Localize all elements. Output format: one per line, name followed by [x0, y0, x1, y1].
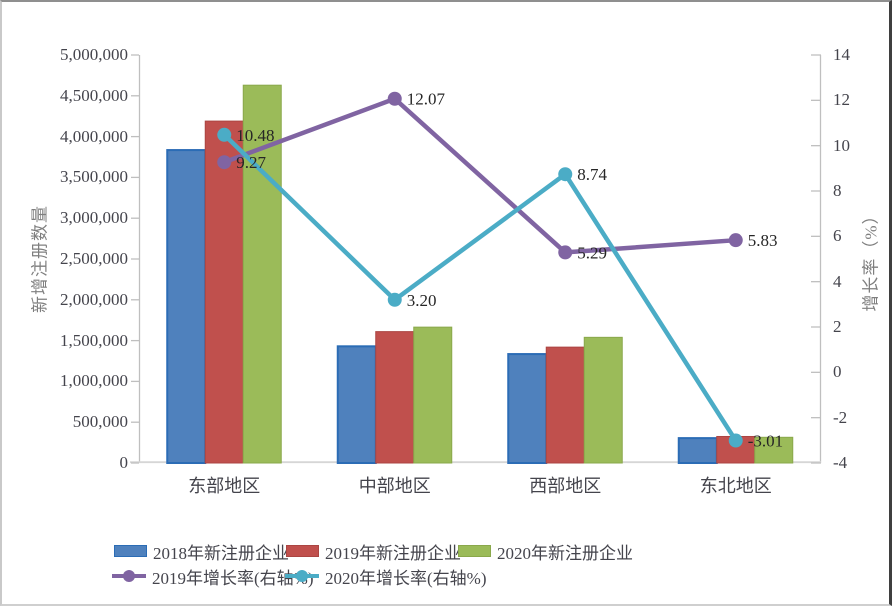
right-axis-tick-label: 6 [833, 226, 842, 246]
left-axis-tick-label: 1,000,000 [60, 371, 128, 391]
legend-item-2019-growth-line: 2019年增长率(右轴%) [112, 564, 313, 588]
legend-item-2020-bars: 2020年新注册企业 [458, 539, 633, 563]
x-axis-label: 西部地区 [529, 476, 602, 496]
data-label: -3.01 [748, 432, 783, 451]
data-label: 9.27 [236, 153, 266, 172]
right-axis-tick-label: 14 [833, 45, 850, 64]
right-axis-tick-label: 10 [833, 135, 850, 155]
right-axis-tick-label: -4 [833, 453, 848, 472]
data-label: 12.07 [407, 90, 446, 109]
bar [336, 345, 377, 465]
legend-item-2018-bars: 2018年新注册企业 [114, 539, 289, 563]
bar [507, 353, 548, 464]
legend-item-2019-bars: 2019年新注册企业 [286, 539, 461, 563]
legend-label: 2019年新注册企业 [325, 543, 461, 563]
right-axis-tick-label: -2 [833, 407, 848, 427]
right-axis-tick-label: 0 [833, 362, 842, 382]
data-point [217, 127, 232, 142]
legend-item-2020-growth-line: 2020年增长率(右轴%) [285, 564, 486, 588]
right-axis-title: 增长率（%） [861, 206, 881, 312]
left-axis-tick-label: 3,000,000 [60, 208, 128, 228]
right-axis-tick-label: 12 [833, 90, 850, 110]
bar [677, 437, 718, 464]
left-axis-tick-label: 1,500,000 [60, 330, 128, 350]
data-point [728, 233, 743, 248]
legend-label: 2020年新注册企业 [497, 543, 633, 563]
bar [375, 331, 415, 464]
bar [204, 120, 244, 464]
left-axis-tick-label: 2,500,000 [60, 249, 128, 268]
data-point [558, 245, 573, 260]
left-axis-tick-label: 500,000 [72, 412, 128, 432]
data-label: 5.29 [577, 243, 607, 262]
legend-line-swatch-2019 [112, 569, 146, 583]
left-axis-tick-label: 2,000,000 [60, 289, 128, 309]
bar [583, 336, 623, 464]
legend-label: 2019年增长率(右轴%) [152, 568, 314, 588]
legend-label: 2020年增长率(右轴%) [325, 568, 487, 588]
plot-area: 9.27 12.07 5.29 5.83 10.48 3.20 8.74 -3.01 [130, 54, 822, 465]
left-axis-tick-label: 4,500,000 [60, 85, 128, 105]
data-label: 5.83 [748, 231, 778, 250]
x-axis-label: 东北地区 [699, 476, 772, 496]
right-axis-tick-label: 4 [833, 271, 842, 291]
data-point [728, 433, 743, 448]
legend-swatch-2020 [458, 545, 491, 557]
legend-swatch-2018 [114, 545, 147, 557]
data-label: 3.20 [407, 291, 437, 310]
data-point [217, 155, 232, 170]
left-axis-tick-label: 5,000,000 [60, 45, 128, 64]
bar [166, 149, 207, 465]
legend-label: 2018年新注册企业 [153, 543, 289, 563]
x-axis-label: 中部地区 [358, 476, 431, 496]
right-axis-tick-label: 2 [833, 317, 842, 336]
left-axis-tick-label: 0 [119, 453, 129, 472]
growth-line [222, 96, 738, 255]
growth-line [222, 132, 738, 443]
data-point [387, 292, 402, 307]
bar [545, 346, 585, 464]
right-axis-tick-label: 8 [833, 181, 842, 200]
data-point [387, 91, 402, 106]
data-label: 8.74 [577, 165, 607, 184]
x-axis-label: 东部地区 [188, 476, 261, 496]
data-label: 10.48 [236, 126, 274, 145]
left-axis-tick-label: 4,000,000 [60, 126, 128, 146]
left-axis-tick-label: 3,500,000 [60, 167, 128, 187]
legend-line-swatch-2020 [285, 569, 319, 583]
legend-marker-dot [296, 570, 308, 582]
bar [754, 436, 794, 464]
legend-marker-dot [123, 570, 135, 582]
data-point [558, 167, 573, 182]
legend-swatch-2019 [286, 545, 319, 557]
bar [413, 326, 453, 464]
